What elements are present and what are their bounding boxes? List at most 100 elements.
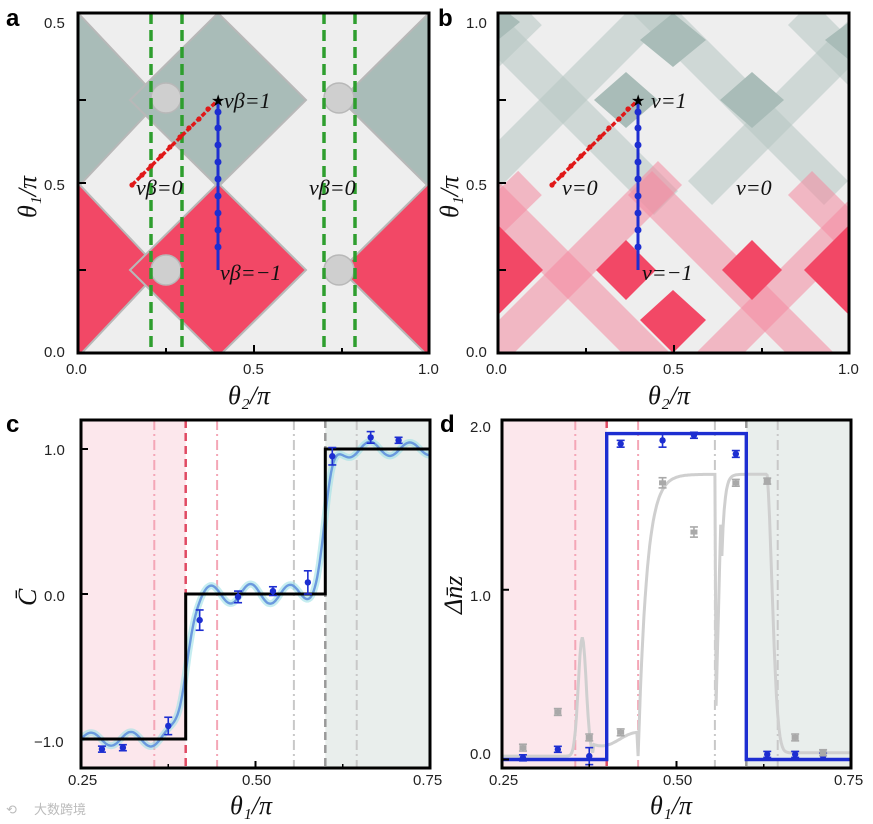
teal-diamond-b4 — [498, 13, 520, 40]
watermark: 大数跨境 — [34, 803, 86, 818]
plot-area-d — [502, 420, 851, 768]
point-marker — [395, 437, 402, 444]
node-circle-a2 — [323, 82, 355, 114]
data-point — [268, 585, 277, 597]
blue-path-points-a — [214, 108, 222, 251]
ticks-c — [80, 448, 431, 768]
annotation-b-right: v=0 — [736, 175, 772, 200]
red-diamond-b2 — [722, 240, 782, 300]
point-marker — [791, 751, 799, 758]
xtick-d-1: 0.50 — [663, 772, 692, 789]
ytick-c-bottom: −1.0 — [34, 734, 64, 751]
red-path-points-a — [129, 106, 211, 188]
phase-map-b — [498, 13, 849, 353]
point-marker — [732, 480, 740, 486]
red-diamond-b5 — [640, 290, 706, 353]
blue-path-points-b — [634, 108, 642, 251]
shaded-regions-c — [81, 420, 430, 768]
xlabel-d: θ₁/π — [650, 791, 693, 820]
data-points-d — [518, 431, 828, 766]
ylabel-d: Δn̄z — [439, 576, 468, 615]
point-marker — [554, 746, 562, 753]
point-marker — [554, 709, 562, 715]
panel-label-d: d — [440, 411, 455, 438]
data-point — [553, 745, 562, 754]
point-marker — [763, 478, 771, 484]
red-diamond-b3 — [498, 225, 543, 315]
ytick-d-mid: 1.0 — [470, 588, 491, 605]
ytick-b-top: 1.0 — [466, 15, 487, 32]
ytick-b-mid: 0.5 — [466, 177, 487, 194]
data-point — [518, 743, 527, 752]
data-point — [763, 477, 772, 485]
red-path-b — [550, 98, 640, 187]
xtick-c-2: 0.75 — [413, 772, 442, 789]
point-marker — [98, 745, 106, 753]
topological-region-right — [746, 420, 851, 768]
point-marker — [690, 529, 698, 535]
xtick-c-0: 0.25 — [68, 772, 97, 789]
annotation-a-bottom: vβ=−1 — [220, 260, 281, 285]
teal-diamond-b5 — [825, 22, 849, 60]
point-marker — [519, 754, 527, 762]
data-point — [195, 609, 204, 632]
xtick-c-1: 0.50 — [242, 772, 271, 789]
data-point — [791, 733, 800, 742]
point-marker — [659, 437, 666, 444]
ytick-d-bottom: 0.0 — [470, 746, 491, 763]
red-region-a3 — [339, 181, 429, 353]
point-marker — [367, 434, 374, 441]
ytick-c-mid: 0.0 — [44, 588, 65, 605]
panel-c: c 1.0 0.0 −1.0 0.25 0.50 0.75 θ₁/π C̄ — [6, 411, 442, 820]
data-point — [791, 750, 800, 759]
data-point — [616, 728, 625, 737]
teal-diamond-b1 — [594, 72, 658, 128]
data-point — [303, 569, 312, 595]
node-circle-a3 — [150, 254, 182, 286]
ytick-d-top: 2.0 — [470, 419, 491, 436]
teal-diamond-b2 — [720, 72, 784, 128]
xlabel-c: θ₁/π — [230, 791, 273, 820]
panel-label-b: b — [438, 5, 453, 32]
point-marker — [165, 722, 172, 730]
data-point — [731, 478, 740, 488]
data-point — [164, 716, 173, 736]
data-point — [118, 743, 127, 752]
node-circle-a1 — [150, 82, 182, 114]
xtick-b-2: 1.0 — [838, 361, 859, 378]
ylabel-b: θ₁/π — [435, 175, 464, 218]
ytick-a-mid: 0.5 — [44, 177, 65, 194]
xlabel-a: θ₂/π — [228, 381, 271, 410]
xtick-b-0: 0.0 — [486, 361, 507, 378]
annotation-b-left: v=0 — [562, 175, 598, 200]
panel-a: a — [6, 5, 439, 410]
topological-region-left — [81, 420, 186, 768]
xlabel-b: θ₂/π — [648, 381, 691, 410]
xtick-b-1: 0.5 — [663, 361, 684, 378]
data-point — [616, 439, 625, 448]
ytick-c-top: 1.0 — [44, 442, 65, 459]
point-marker — [119, 744, 127, 751]
data-points-c — [97, 430, 403, 753]
star-marker-a: ★ — [211, 91, 225, 110]
red-diamond-b4 — [804, 225, 849, 315]
point-marker — [585, 734, 593, 740]
ylabel-c: C̄ — [13, 588, 42, 606]
xtick-a-2: 1.0 — [418, 361, 439, 378]
ytick-b-bottom: 0.0 — [466, 344, 487, 361]
annotation-b-bottom: v=−1 — [642, 260, 692, 285]
data-point — [763, 750, 772, 759]
data-point — [328, 446, 337, 466]
point-marker — [659, 480, 667, 486]
fit-band-c — [81, 438, 430, 751]
panel-label-a: a — [6, 5, 20, 32]
red-path-points-b — [549, 106, 631, 188]
plot-area-c — [81, 420, 430, 768]
point-marker — [234, 593, 242, 601]
data-point — [366, 430, 375, 445]
topological-region-right — [325, 420, 430, 768]
data-point — [553, 707, 562, 717]
data-point — [518, 754, 527, 762]
data-point — [658, 432, 667, 448]
